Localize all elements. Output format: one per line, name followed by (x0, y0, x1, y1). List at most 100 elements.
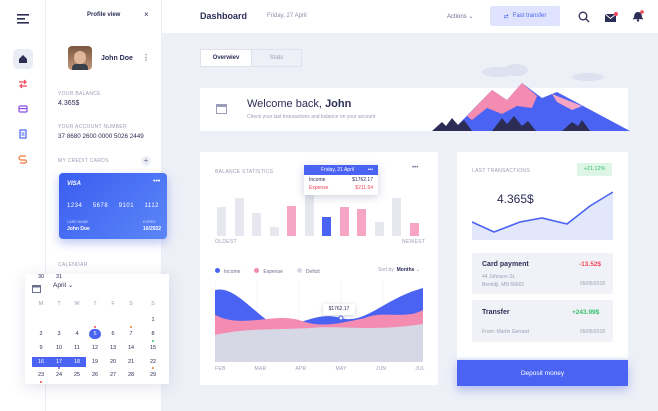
weekday-label: S (151, 301, 155, 307)
user-name: John Doe (101, 55, 133, 62)
calendar-day[interactable]: 1 (151, 317, 155, 323)
balance-value: 4.365$ (58, 100, 80, 107)
close-icon[interactable]: × (144, 10, 149, 19)
add-card-button[interactable]: + (141, 156, 151, 166)
credit-card[interactable]: VISA ••• 1234 5678 9101 1112 CARD NAME J… (59, 173, 167, 239)
chart-bar[interactable] (287, 206, 296, 236)
calendar-day[interactable]: 9 (39, 345, 43, 351)
calendar-day[interactable]: 20 (109, 359, 117, 365)
transfer-icon[interactable] (13, 74, 33, 94)
chevron-down-icon: ⌄ (468, 14, 474, 20)
exchange-icon[interactable] (13, 149, 33, 169)
transaction-item[interactable]: Card payment -13.52$ 44 Johnson St. Bemi… (472, 253, 613, 294)
top-bar: Dashboard Friday, 27 April Actions ⌄ ⇄ Fa… (162, 0, 658, 33)
chart-bar[interactable] (357, 209, 366, 236)
month-tick: FEB (215, 366, 226, 372)
bell-icon[interactable] (632, 9, 644, 27)
tooltip-income-label: Income (309, 177, 326, 183)
month-label: April (53, 282, 67, 289)
chart-bar[interactable] (374, 222, 384, 236)
calendar-day[interactable]: 3 (57, 331, 61, 337)
calendar-day[interactable]: 25 (73, 372, 81, 378)
home-icon[interactable] (13, 49, 33, 69)
tooltip-expense-label: Expense (309, 185, 329, 191)
actions-dropdown[interactable]: Actions ⌄ (447, 13, 473, 20)
sort-value: Months (396, 267, 415, 273)
legend-item: Deficit (296, 268, 320, 275)
calendar-day[interactable]: 2 (39, 331, 43, 337)
calendar-day[interactable]: 18 (68, 357, 86, 367)
calendar-day[interactable]: 26 (91, 372, 99, 378)
actions-label: Actions (447, 14, 467, 20)
sort-dropdown[interactable]: Sort by: Months ⌄ (378, 267, 420, 273)
calendar-day[interactable]: 23 (37, 372, 45, 378)
calendar-day[interactable]: 16 (32, 357, 50, 367)
calendar-day[interactable]: 4 (75, 331, 79, 337)
calendar-day[interactable]: 28 (127, 372, 135, 378)
chart-bar[interactable] (339, 207, 349, 236)
search-icon[interactable] (578, 10, 590, 28)
deposit-money-button[interactable]: Deposit money (457, 360, 628, 386)
tab-overview[interactable]: Overwiev (200, 49, 252, 67)
card-number-group: 9101 (118, 203, 135, 209)
calendar-day[interactable]: 29 (149, 372, 157, 378)
calendar-day[interactable]: 27 (109, 372, 117, 378)
calendar-day[interactable]: 22 (149, 359, 157, 365)
chart-bar[interactable] (234, 198, 244, 236)
calendar-day[interactable]: 11 (74, 345, 80, 351)
chart-bar[interactable] (304, 194, 314, 236)
chart-bar[interactable] (217, 207, 226, 236)
month-tick: APR (295, 366, 307, 372)
calendar-day[interactable]: 12 (91, 345, 99, 351)
calendar-day[interactable]: 7 (129, 331, 133, 337)
tooltip-date: Friday, 21 April (321, 167, 354, 173)
legend-dot (296, 268, 302, 273)
tab-stats[interactable]: Stats (252, 49, 302, 67)
transaction-amount: -13.52$ (579, 261, 602, 268)
card-more-icon[interactable]: ••• (153, 178, 161, 185)
card-name-label: CARD NAME (67, 220, 89, 224)
calendar-day[interactable]: 17 (50, 357, 68, 367)
avatar[interactable] (68, 46, 92, 70)
stats-more-icon[interactable]: ••• (412, 165, 419, 171)
calendar-day[interactable]: 30 (37, 274, 45, 280)
calendar-day[interactable]: 5 (89, 329, 101, 339)
calendar-day[interactable]: 19 (91, 359, 99, 365)
chart-bar[interactable] (252, 213, 261, 236)
calendar-day[interactable]: 24 (55, 372, 63, 378)
menu-icon[interactable] (17, 11, 29, 29)
chart-bar[interactable] (392, 198, 401, 236)
documents-icon[interactable] (13, 124, 33, 144)
calendar-day[interactable]: 14 (127, 345, 135, 351)
transaction-item[interactable]: Transfer +243.99$ From: Martin Gerrard 0… (472, 300, 613, 342)
weekday-label: T (93, 301, 97, 307)
calendar-day[interactable]: 6 (111, 331, 115, 337)
card-holder: John Doe (67, 226, 90, 232)
calendar-day[interactable]: 10 (55, 345, 63, 351)
transfer-icon: ⇄ (503, 13, 509, 20)
chart-point (338, 315, 344, 321)
deficit-area (215, 324, 423, 362)
cards-icon[interactable] (13, 99, 33, 119)
weekday-label: F (111, 301, 115, 307)
weekday-label: T (57, 301, 61, 307)
chart-bar[interactable] (269, 227, 279, 236)
more-options-icon[interactable]: ⋮ (142, 53, 150, 62)
calendar-day[interactable]: 13 (109, 345, 117, 351)
tooltip-expense-value: $211.64 (355, 185, 373, 191)
account-number: 37 8680 2600 0000 5026 2449 (58, 133, 144, 140)
month-select[interactable]: April ⌄ (53, 281, 73, 289)
event-dot (58, 367, 60, 369)
calendar-day[interactable]: 15 (149, 345, 157, 351)
chart-bar[interactable] (409, 223, 419, 236)
legend-dot (254, 268, 260, 273)
welcome-title: Welcome back, John (247, 98, 351, 110)
chart-bar[interactable] (322, 217, 331, 236)
mail-icon[interactable] (604, 11, 618, 29)
calendar-day[interactable]: 8 (151, 331, 155, 337)
calendar-day[interactable]: 21 (127, 359, 135, 365)
legend-label: Expense (263, 269, 283, 275)
calendar-day[interactable]: 31 (55, 274, 63, 280)
fast-transfer-button[interactable]: ⇄ Fast transfer (490, 6, 560, 26)
